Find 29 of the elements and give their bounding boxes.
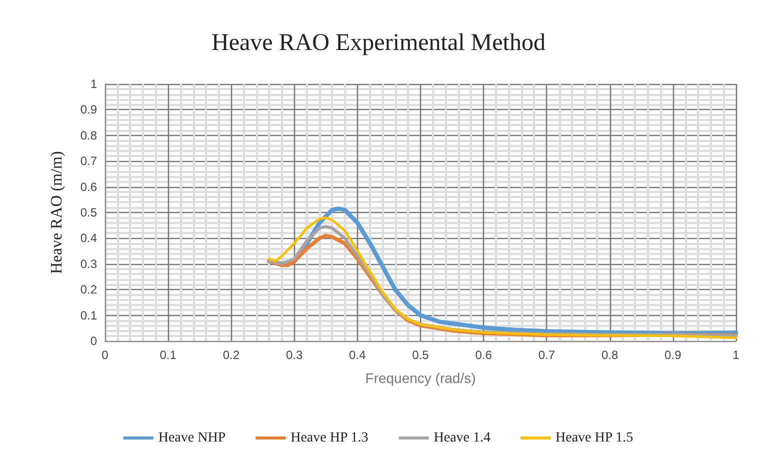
y-tick-label: 0.4 [80, 231, 98, 246]
y-tick-label: 0.3 [80, 256, 98, 271]
x-tick-label: 0.9 [664, 348, 682, 362]
y-axis-title: Heave RAO (m/m) [48, 151, 66, 274]
y-tick-label: 0.9 [80, 102, 98, 117]
y-tick-label: 0.5 [80, 206, 98, 220]
y-tick-label: 0 [90, 334, 98, 348]
x-axis-title: Frequency (rad/s) [365, 370, 476, 386]
legend-label: Heave HP 1.3 [290, 430, 368, 446]
chart-title: Heave RAO Experimental Method [212, 30, 546, 56]
legend-label: Heave 1.4 [434, 430, 491, 446]
y-tick-label: 0.1 [80, 308, 98, 322]
legend-label: Heave NHP [158, 430, 226, 446]
x-tick-label: 0.4 [349, 348, 366, 362]
x-tick-label: 0.2 [222, 348, 240, 362]
y-tick-label: 1 [90, 77, 98, 91]
x-tick-label: 0.6 [475, 348, 492, 362]
y-tick-label: 0.8 [80, 128, 98, 142]
x-tick-label: 0 [102, 348, 109, 362]
x-tick-label: 0.7 [538, 348, 556, 362]
x-tick-label: 1 [732, 348, 740, 362]
y-tick-label: 0.2 [80, 282, 98, 297]
x-tick-label: 0.8 [601, 348, 618, 362]
legend-label: Heave HP 1.5 [556, 430, 634, 446]
y-tick-label: 0.7 [80, 154, 98, 168]
x-tick-label: 0.1 [160, 348, 177, 362]
x-tick-label: 0.5 [412, 348, 430, 362]
x-tick-label: 0.3 [286, 348, 303, 362]
y-tick-label: 0.6 [80, 180, 98, 194]
